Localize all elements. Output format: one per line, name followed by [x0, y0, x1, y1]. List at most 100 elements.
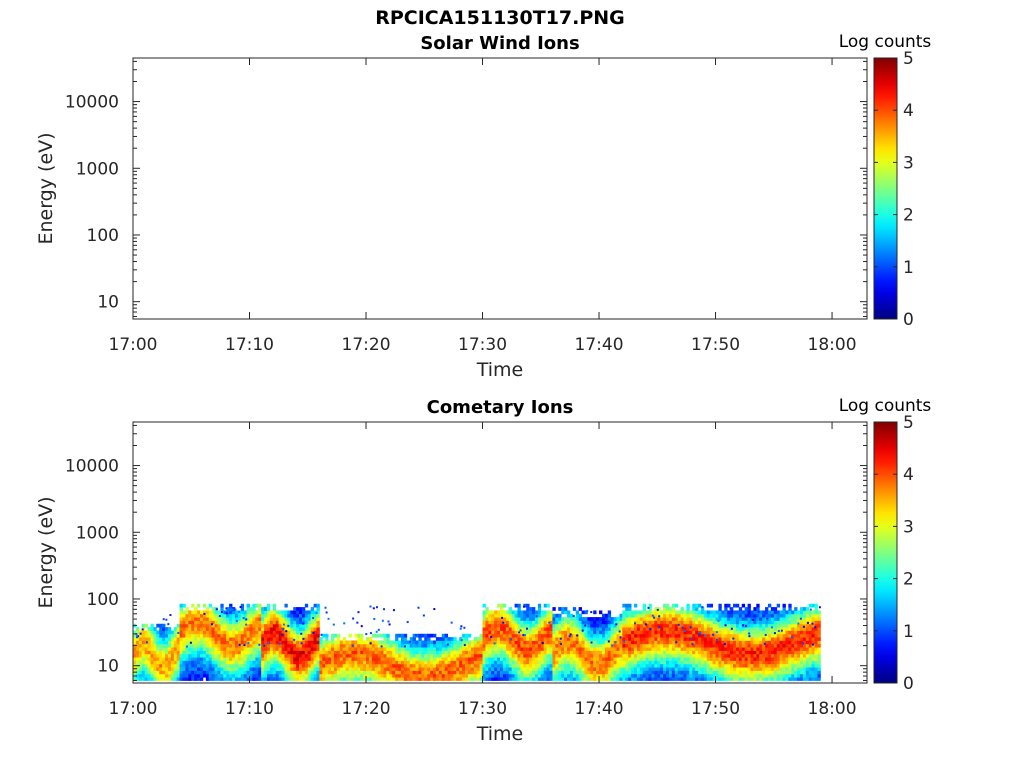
spectrogram-cell — [400, 677, 405, 681]
spectrogram-cell — [695, 620, 699, 625]
spectrogram-cell — [636, 653, 641, 658]
spectrogram-cell — [339, 650, 344, 655]
spectrogram-cell — [485, 657, 489, 661]
spectrogram-cell — [307, 663, 312, 668]
spectrogram-cell — [264, 657, 268, 661]
spectrogram-cell — [467, 677, 472, 681]
spectrogram-cell — [258, 637, 262, 641]
spectrogram-cell — [205, 647, 210, 651]
spectrogram-cell — [648, 660, 652, 665]
spectrogram-cell — [470, 653, 475, 658]
spectrogram-cell — [363, 670, 367, 675]
spectrogram-cell — [808, 643, 813, 648]
spectrogram-cell — [389, 673, 393, 678]
spectrogram-cell — [217, 677, 221, 681]
spectrogram-cell — [444, 667, 448, 671]
spectrogram-cell — [494, 663, 498, 668]
spectrogram-noise — [139, 632, 142, 635]
spectrogram-cell — [348, 663, 352, 668]
spectrogram-cell — [712, 653, 716, 658]
spectrogram-cell — [316, 603, 320, 608]
spectrogram-cell — [642, 647, 647, 651]
spectrogram-cell — [543, 677, 547, 681]
spectrogram-cell — [240, 653, 245, 658]
spectrogram-cell — [695, 670, 699, 675]
spectrogram-cell — [802, 610, 807, 615]
spectrogram-cell — [229, 633, 233, 638]
spectrogram-cell — [680, 653, 684, 658]
spectrogram-cell — [368, 673, 373, 678]
spectrogram-cell — [657, 623, 661, 628]
spectrogram-cell — [791, 653, 795, 658]
spectrogram-cell — [191, 640, 195, 645]
spectrogram-cell — [599, 667, 603, 671]
spectrogram-cell — [636, 670, 641, 675]
solar-wind-colorbar — [873, 57, 898, 320]
spectrogram-cell — [759, 660, 763, 665]
spectrogram-cell — [229, 650, 233, 655]
spectrogram-cell — [179, 650, 183, 655]
spectrogram-cell — [502, 660, 507, 665]
spectrogram-cell — [138, 657, 143, 661]
spectrogram-cell — [418, 653, 422, 658]
spectrogram-cell — [494, 637, 498, 641]
spectrogram-cell — [680, 617, 684, 621]
spectrogram-cell — [400, 670, 405, 675]
spectrogram-cell — [194, 607, 198, 611]
spectrogram-cell — [360, 633, 364, 638]
spectrogram-cell — [730, 623, 734, 628]
spectrogram-cell — [715, 657, 719, 661]
spectrogram-cell — [657, 677, 661, 681]
spectrogram-cell — [785, 663, 789, 668]
spectrogram-cell — [240, 613, 245, 618]
spectrogram-cell — [336, 677, 341, 681]
spectrogram-cell — [301, 660, 306, 665]
spectrogram-cell — [366, 650, 370, 655]
spectrogram-cell — [316, 657, 320, 661]
spectrogram-cell — [176, 647, 180, 651]
spectrogram-cell — [523, 640, 527, 645]
spectrogram-cell — [753, 657, 757, 661]
spectrogram-cell — [601, 620, 606, 625]
spectrogram-cell — [607, 667, 612, 671]
spectrogram-cell — [450, 653, 454, 658]
spectrogram-cell — [776, 637, 781, 641]
spectrogram-cell — [167, 677, 172, 681]
spectrogram-cell — [453, 653, 457, 658]
spectrogram-cell — [601, 623, 606, 628]
spectrogram-cell — [668, 627, 673, 631]
spectrogram-cell — [540, 650, 545, 655]
spectrogram-cell — [392, 677, 396, 681]
spectrogram-cell — [205, 610, 210, 615]
spectrogram-cell — [194, 673, 198, 678]
spectrogram-cell — [677, 640, 681, 645]
spectrogram-cell — [435, 647, 440, 651]
spectrogram-cell — [654, 670, 658, 675]
solar-wind-xlabel: Time — [476, 359, 524, 381]
spectrogram-cell — [304, 647, 309, 651]
spectrogram-cell — [223, 650, 227, 655]
spectrogram-cell — [715, 650, 719, 655]
spectrogram-cell — [814, 633, 818, 638]
spectrogram-cell — [188, 650, 192, 655]
spectrogram-cell — [703, 613, 708, 618]
spectrogram-cell — [287, 660, 291, 665]
spectrogram-cell — [648, 647, 652, 651]
spectrogram-cell — [217, 633, 221, 638]
spectrogram-cell — [599, 647, 603, 651]
spectrogram-cell — [261, 650, 265, 655]
spectrogram-cell — [508, 623, 513, 628]
spectrogram-cell — [258, 677, 262, 681]
spectrogram-cell — [368, 657, 373, 661]
spectrogram-cell — [633, 660, 638, 665]
spectrogram-cell — [278, 657, 282, 661]
spectrogram-cell — [794, 620, 798, 625]
spectrogram-cell — [759, 647, 763, 651]
spectrogram-cell — [601, 637, 606, 641]
spectrogram-cell — [237, 617, 242, 621]
spectrogram-cell — [785, 647, 789, 651]
spectrogram-cell — [269, 663, 274, 668]
spectrogram-cell — [727, 610, 731, 615]
spectrogram-noise — [302, 622, 305, 625]
spectrogram-cell — [435, 650, 440, 655]
